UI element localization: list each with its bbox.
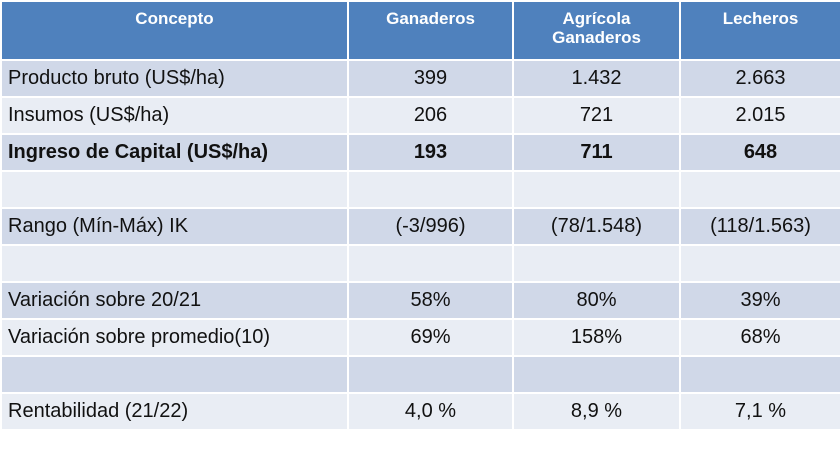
cell-ganaderos [349, 246, 512, 281]
cell-agricola-ganaderos: 8,9 % [514, 394, 679, 429]
cell-agricola-ganaderos [514, 246, 679, 281]
cell-lecheros [681, 246, 840, 281]
header-agricola-ganaderos: Agrícola Ganaderos [514, 2, 679, 59]
cell-agricola-ganaderos: 80% [514, 283, 679, 318]
cell-ganaderos: 4,0 % [349, 394, 512, 429]
table-header-row: Concepto Ganaderos Agrícola Ganaderos Le… [2, 2, 840, 59]
cell-ganaderos: 58% [349, 283, 512, 318]
cell-ganaderos: 399 [349, 61, 512, 96]
table-row: Variación sobre promedio(10) 69% 158% 68… [2, 320, 840, 355]
cell-ganaderos: 69% [349, 320, 512, 355]
cell-lecheros: 2.663 [681, 61, 840, 96]
cell-ganaderos [349, 172, 512, 207]
table-row-empty [2, 357, 840, 392]
results-table: Concepto Ganaderos Agrícola Ganaderos Le… [2, 2, 840, 429]
cell-agricola-ganaderos: 1.432 [514, 61, 679, 96]
cell-agricola-ganaderos: 721 [514, 98, 679, 133]
row-label: Rentabilidad (21/22) [2, 394, 347, 429]
table-row-empty [2, 172, 840, 207]
cell-ganaderos: 193 [349, 135, 512, 170]
row-label: Ingreso de Capital (US$/ha) [2, 135, 347, 170]
cell-lecheros: 39% [681, 283, 840, 318]
row-label: Rango (Mín-Máx) IK [2, 209, 347, 244]
table-row: Variación sobre 20/21 58% 80% 39% [2, 283, 840, 318]
row-label [2, 172, 347, 207]
row-label: Variación sobre promedio(10) [2, 320, 347, 355]
header-lecheros: Lecheros [681, 2, 840, 59]
cell-ganaderos: (-3/996) [349, 209, 512, 244]
row-label: Insumos (US$/ha) [2, 98, 347, 133]
cell-lecheros: 648 [681, 135, 840, 170]
header-agricola-ganaderos-label: Agrícola Ganaderos [552, 9, 641, 47]
cell-agricola-ganaderos: (78/1.548) [514, 209, 679, 244]
table-row: Rentabilidad (21/22) 4,0 % 8,9 % 7,1 % [2, 394, 840, 429]
cell-lecheros [681, 172, 840, 207]
table-row: Insumos (US$/ha) 206 721 2.015 [2, 98, 840, 133]
cell-lecheros: 68% [681, 320, 840, 355]
row-label: Variación sobre 20/21 [2, 283, 347, 318]
cell-lecheros: 2.015 [681, 98, 840, 133]
table-row: Producto bruto (US$/ha) 399 1.432 2.663 [2, 61, 840, 96]
row-label [2, 246, 347, 281]
header-concepto: Concepto [2, 2, 347, 59]
cell-lecheros: 7,1 % [681, 394, 840, 429]
header-ganaderos: Ganaderos [349, 2, 512, 59]
cell-lecheros: (118/1.563) [681, 209, 840, 244]
cell-lecheros [681, 357, 840, 392]
table-row: Ingreso de Capital (US$/ha) 193 711 648 [2, 135, 840, 170]
table-row-empty [2, 246, 840, 281]
row-label: Producto bruto (US$/ha) [2, 61, 347, 96]
table-row: Rango (Mín-Máx) IK (-3/996) (78/1.548) (… [2, 209, 840, 244]
row-label [2, 357, 347, 392]
cell-agricola-ganaderos [514, 172, 679, 207]
cell-ganaderos [349, 357, 512, 392]
cell-agricola-ganaderos: 711 [514, 135, 679, 170]
cell-agricola-ganaderos: 158% [514, 320, 679, 355]
cell-agricola-ganaderos [514, 357, 679, 392]
cell-ganaderos: 206 [349, 98, 512, 133]
